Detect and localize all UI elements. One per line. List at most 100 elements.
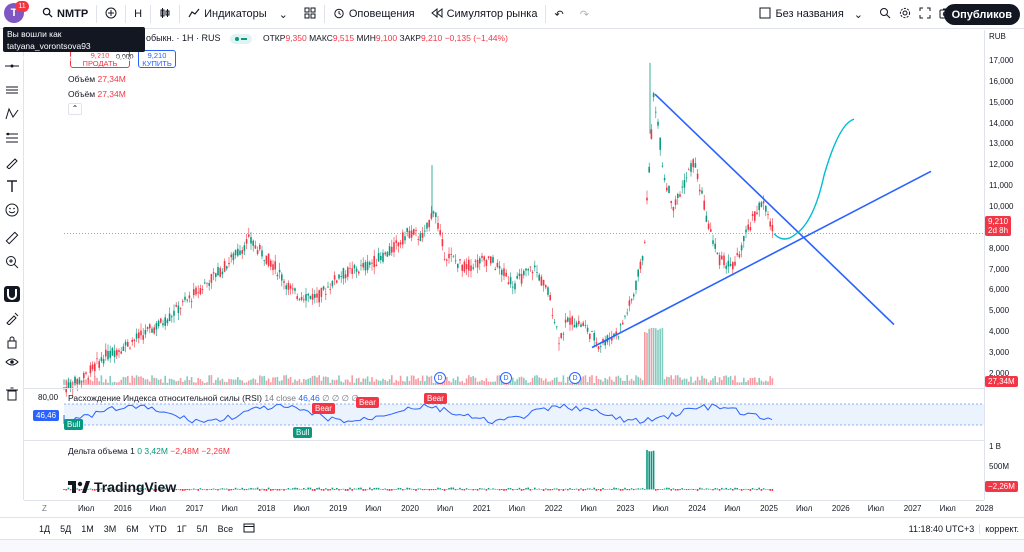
adjust-button[interactable]: коррект. [979,523,1024,534]
volume-delta-bar [300,489,303,490]
trash-icon[interactable] [4,386,20,402]
crosshair-icon[interactable] [4,58,20,74]
candle-body [690,163,692,172]
volume-delta-bar [380,488,382,490]
volume-bar [540,378,543,385]
candle-body [487,256,490,258]
candle-body [527,269,529,271]
replay-button[interactable]: Симулятор рынка [423,0,546,29]
ruler-tool-icon[interactable] [4,230,20,246]
layout-button[interactable]: Без названия ⌄ [751,0,871,29]
avatar-area[interactable]: T 11 [0,0,34,29]
fullscreen-button[interactable] [915,0,935,29]
fib-tool-icon[interactable] [4,130,20,146]
compare-button[interactable] [97,0,125,29]
range-button[interactable]: YTD [148,523,167,534]
range-button[interactable]: 1Г [176,523,187,534]
candle-body [538,274,540,281]
volume-delta-bar [63,489,65,491]
quick-search-button[interactable] [875,0,895,29]
candle-body [69,382,72,389]
volume-delta-bar [635,488,637,490]
price-axis[interactable]: RUB 17,000 16,000 15,000 14,000 13,000 12,000… [984,30,1024,500]
volume-bar [223,381,226,385]
buy-button[interactable]: 9,210 КУПИТЬ [138,50,176,68]
volume-delta-bar [727,489,730,490]
undo-button[interactable]: ↶ [546,0,571,29]
alerts-button[interactable]: Оповещения [325,0,423,29]
indicators-label: Индикаторы [204,8,267,20]
text-tool-icon[interactable] [4,178,20,194]
volume-bar [254,379,257,385]
range-button[interactable]: Все [217,523,234,534]
volume-delta-bar [432,489,435,491]
trendline-tool-icon[interactable] [4,82,20,98]
candle-body [182,300,184,302]
volume-delta-bar [454,489,457,491]
range-button[interactable]: 6М [126,523,139,534]
volume-delta-bar [382,489,384,490]
time-tick: Июл [78,504,95,513]
volume-delta-bar [534,487,536,490]
range-button[interactable]: 5Л [196,523,208,534]
candle-body [505,272,507,277]
volume-bar [267,378,270,385]
currency-label[interactable]: RUB [989,32,1006,41]
volume-bar [91,381,94,385]
settings-button[interactable] [895,0,915,29]
volume-bar [679,377,681,385]
candle-body [94,363,96,372]
volume-delta-bar [758,487,760,490]
emoji-tool-icon[interactable] [4,202,20,218]
zoom-in-icon[interactable] [4,254,20,270]
volume-bar [564,382,567,385]
templates-button[interactable] [296,0,324,29]
clock[interactable]: 11:18:40 UTC+3 [908,523,975,534]
lock-icon[interactable] [4,334,20,350]
volume-delta-bar [749,489,752,491]
volume-delta-bar [91,489,94,491]
volume-delta-bar [177,489,180,490]
volume-delta-bar [470,489,472,490]
volume-bar [109,376,111,385]
account-tooltip: Вы вошли как tatyana_vorontsova93 Активн… [3,27,145,63]
candle-body [296,296,298,300]
time-tick: Июл [652,504,669,513]
market-status-toggle[interactable] [230,34,252,44]
time-axis[interactable]: Июл 2016 Июл 2017 Июл 2018 Июл 2019 Июл 2020 Июл 20… [24,500,993,516]
candle-body [351,268,353,274]
volume-bar [80,381,83,385]
range-button[interactable]: 3М [103,523,117,534]
collapse-legend-button[interactable]: ⌃ [68,103,82,115]
indicators-button[interactable]: Индикаторы ⌄ [180,0,296,29]
eye-icon[interactable] [4,354,20,370]
volume-delta-bar [545,488,547,490]
range-button[interactable]: 5Д [60,523,72,534]
redo-button[interactable]: ↷ [572,0,597,29]
volume-bar [547,381,549,385]
interval-button[interactable]: H [134,8,143,20]
candle-body [760,202,763,207]
volume-bar [747,380,749,385]
volume-bar [322,376,325,385]
candle-body [454,260,457,262]
publish-button[interactable]: Опубликов [943,4,1020,25]
magnet-icon[interactable] [4,286,20,302]
volume-bar [542,380,545,385]
layout-name: Без названия [775,8,844,20]
price-tick: 16,000 [989,76,1014,86]
price-chart[interactable] [24,30,984,500]
pattern-tool-icon[interactable] [4,106,20,122]
range-button[interactable]: 1М [81,523,94,534]
brush-tool-icon[interactable] [4,154,20,170]
symbol-search[interactable]: NMTP [34,0,96,29]
sell-button[interactable]: 9,210 ПРОДАТЬ [70,50,130,68]
divider [96,5,98,23]
lock-drawing-icon[interactable] [4,310,20,326]
date-range-button[interactable] [238,522,260,535]
volume-delta-bar [571,489,573,490]
range-button[interactable]: 1Д [39,523,51,534]
chart-type-button[interactable] [151,0,179,29]
volume-bar [683,378,686,385]
candle-body [575,322,578,327]
